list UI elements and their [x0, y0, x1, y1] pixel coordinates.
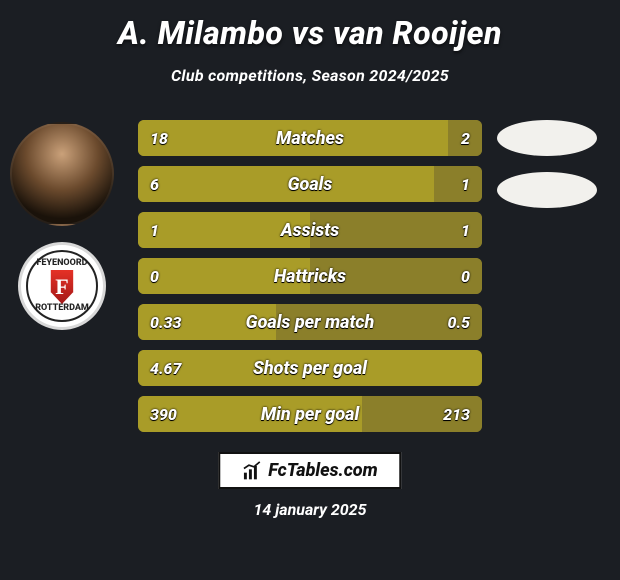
stat-bar-right-fill	[434, 166, 482, 202]
source-brand: FcTables.com	[218, 452, 401, 489]
player2-club-placeholder	[497, 172, 597, 208]
stat-bar-right-fill	[310, 212, 482, 248]
stat-bar-right-fill	[448, 120, 482, 156]
stat-bar-left-fill	[138, 212, 310, 248]
date: 14 january 2025	[0, 500, 620, 519]
stat-bar-left-fill	[138, 396, 362, 432]
stat-bar-left-fill	[138, 166, 434, 202]
player1-avatar	[10, 122, 114, 226]
stat-bar-right-fill	[276, 304, 482, 340]
stat-bar-left-fill	[138, 304, 276, 340]
source-brand-text: FcTables.com	[268, 460, 377, 481]
page-title: A. Milambo vs van Rooijen	[0, 0, 620, 52]
stat-bar: 390213Min per goal	[138, 396, 482, 432]
right-column	[492, 120, 602, 208]
stat-bar-right-fill	[310, 258, 482, 294]
subtitle: Club competitions, Season 2024/2025	[0, 66, 620, 85]
stat-bar-left-fill	[138, 258, 310, 294]
left-column: FEYENOORD F ROTTERDAM	[8, 122, 116, 330]
stat-bar-right-fill	[362, 396, 482, 432]
player1-club-badge: FEYENOORD F ROTTERDAM	[18, 242, 106, 330]
stat-bar: 11Assists	[138, 212, 482, 248]
chart-icon	[242, 461, 262, 481]
stat-bars: 182Matches 61Goals 11Assists 00Hattricks 0.3…	[138, 120, 482, 432]
stat-bar: 4.67Shots per goal	[138, 350, 482, 386]
stat-bar: 00Hattricks	[138, 258, 482, 294]
stat-bar-left-fill	[138, 120, 448, 156]
stat-bar-left-fill	[138, 350, 482, 386]
stat-bar: 182Matches	[138, 120, 482, 156]
player2-avatar-placeholder	[497, 120, 597, 156]
stat-bar: 0.330.5Goals per match	[138, 304, 482, 340]
stat-bar: 61Goals	[138, 166, 482, 202]
